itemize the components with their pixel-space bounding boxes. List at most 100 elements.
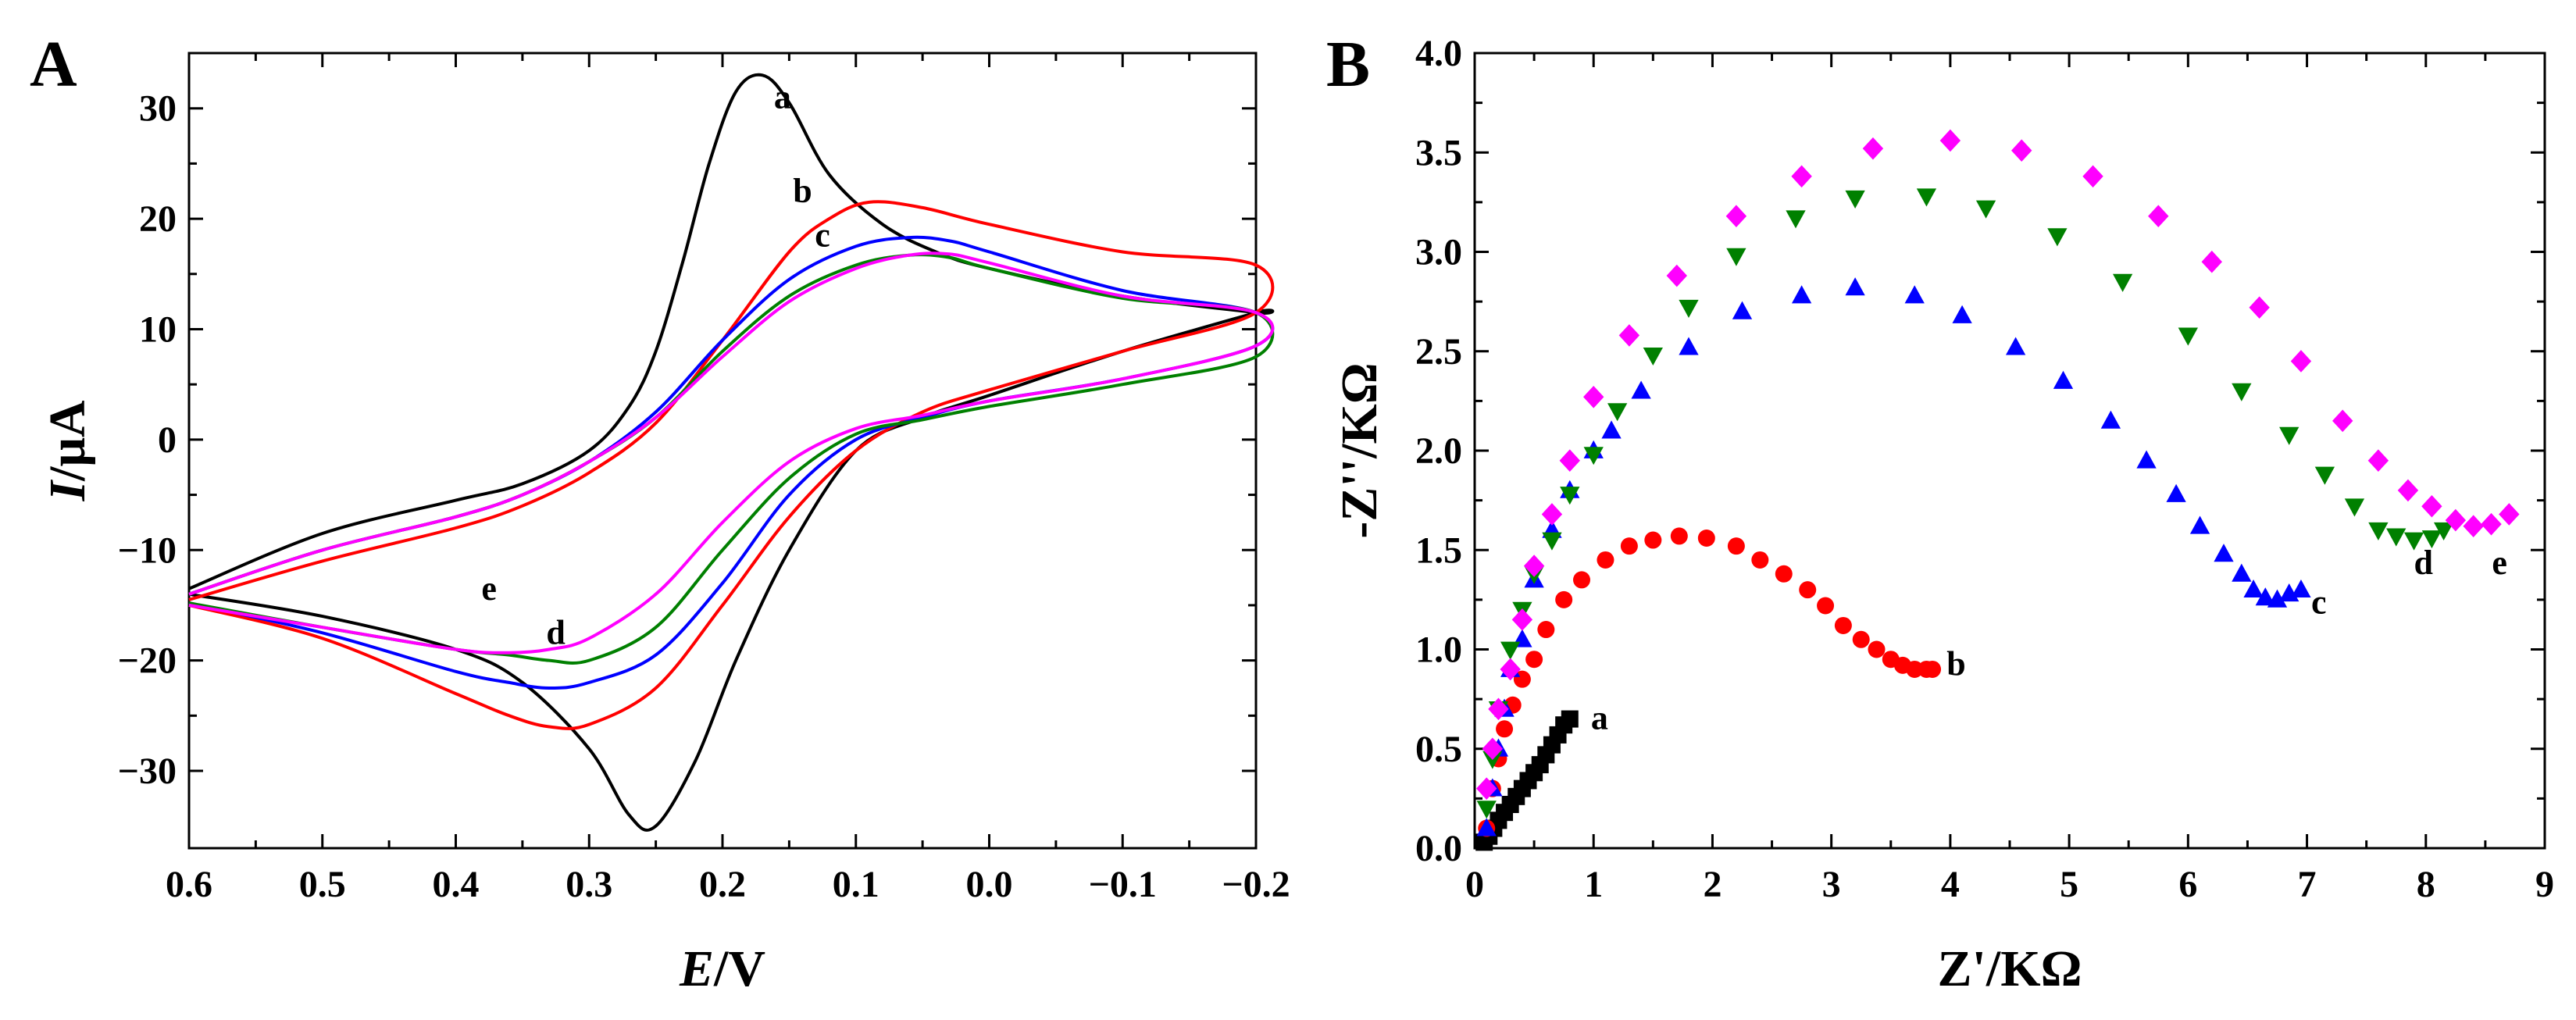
data-point-e <box>2499 503 2520 526</box>
x-tick-label-b: 5 <box>2060 864 2078 905</box>
data-point-d <box>2232 383 2252 401</box>
data-point-d <box>2112 273 2133 292</box>
y-tick-label-a: 10 <box>139 308 177 350</box>
data-point-e <box>2201 250 2222 273</box>
x-tick-label-a: 0.4 <box>433 864 480 905</box>
data-point-c <box>2232 563 2252 582</box>
x-axis-title-a: E/V <box>679 940 765 997</box>
data-point-c <box>1679 337 1699 355</box>
data-point-b <box>1620 537 1638 555</box>
data-point-c <box>1904 285 1925 304</box>
data-point-d <box>1786 210 1806 229</box>
data-point-d <box>1542 532 1562 551</box>
y-tick-label-b: 0.0 <box>1415 828 1462 869</box>
cv-curve-c <box>188 235 1275 690</box>
data-point-c <box>2243 579 2264 598</box>
x-tick-label-a: 0.1 <box>833 864 879 905</box>
data-point-b <box>1852 630 1870 648</box>
data-point-e <box>1482 737 1504 761</box>
data-point-b <box>1670 527 1688 545</box>
x-tick-label-b: 4 <box>1941 864 1960 905</box>
data-point-b <box>1555 590 1573 608</box>
panel-letter-a: A <box>30 28 77 101</box>
cv-curve-d <box>188 253 1275 665</box>
y-tick-label-a: 30 <box>139 88 177 130</box>
series-labels-b: a b c d e <box>1591 544 2507 737</box>
x-tick-label-b: 7 <box>2298 864 2317 905</box>
data-point-e <box>1862 137 1884 160</box>
y-tick-label-b: 3.0 <box>1415 232 1462 273</box>
data-point-c <box>2166 483 2186 502</box>
data-point-d <box>1500 641 1521 660</box>
x-tick-label-b: 2 <box>1703 864 1721 905</box>
data-point-a <box>1561 710 1579 728</box>
data-point-d <box>2279 426 2299 445</box>
data-point-e <box>2445 508 2467 532</box>
data-point-e <box>2148 205 2169 227</box>
x-tick-label-b: 0 <box>1465 864 1484 905</box>
plot-frame-b <box>1473 52 2546 850</box>
data-point-c <box>2136 450 2157 469</box>
data-point-b <box>1751 551 1769 569</box>
data-point-d <box>1845 190 1865 209</box>
data-point-d <box>1726 248 1746 266</box>
y-tick-label-b: 1.5 <box>1415 530 1462 571</box>
data-point-e <box>1791 165 1812 188</box>
data-point-b <box>1597 551 1614 569</box>
data-point-c <box>2100 410 2121 429</box>
data-point-b <box>1644 531 1662 549</box>
x-tick-label-a: 0.2 <box>699 864 746 905</box>
data-point-c <box>2291 579 2311 598</box>
cv-curve-a <box>188 73 1275 832</box>
data-point-b <box>1817 597 1835 615</box>
y-tick-label-a: −30 <box>118 751 177 792</box>
data-point-d <box>2433 522 2454 540</box>
data-point-b <box>1924 660 1942 678</box>
curve-labels-a: a bc d e <box>481 78 830 652</box>
curve-label-b: b <box>793 172 812 210</box>
data-point-e <box>2290 350 2312 373</box>
data-point-e <box>1476 777 1497 800</box>
data-point-e <box>2481 512 2502 536</box>
data-point-b <box>1775 565 1793 583</box>
data-point-c <box>1601 420 1622 439</box>
data-point-e <box>2397 479 2419 502</box>
x-tick-label-b: 9 <box>2535 864 2554 905</box>
x-axis-unit-a: /V <box>713 940 765 997</box>
cv-curves <box>188 73 1275 832</box>
curve-label-c: c <box>815 216 830 254</box>
data-point-e <box>1666 264 1687 287</box>
data-point-e <box>1725 205 1747 227</box>
y-axis-unit-a: /μA <box>39 400 96 482</box>
y-tick-label-a: −10 <box>118 530 177 571</box>
y-tick-label-b: 1.0 <box>1415 629 1462 671</box>
data-point-d <box>1679 299 1699 318</box>
data-point-c <box>1791 285 1812 304</box>
axis-ticks-b: 0 1 2 3 4 5 6 7 8 9 0.0 0.5 1.0 1.5 2.0 2.5 3.0 3.5 4.0 <box>1415 33 2554 905</box>
series-label-a: a <box>1591 698 1608 736</box>
data-point-e <box>1511 608 1533 631</box>
data-point-c <box>1476 818 1497 836</box>
nyquist-points <box>1475 129 2520 851</box>
data-point-b <box>1697 529 1715 547</box>
data-point-d <box>1560 487 1580 505</box>
y-tick-label-b: 3.5 <box>1415 132 1462 173</box>
x-tick-label-b: 1 <box>1584 864 1603 905</box>
x-tick-label-a: 0.3 <box>566 864 612 905</box>
data-point-c <box>1952 305 1972 323</box>
data-point-d <box>2314 466 2335 485</box>
data-point-d <box>2047 228 2068 247</box>
data-point-d <box>1607 403 1628 422</box>
data-point-e <box>1618 324 1640 347</box>
data-point-e <box>1541 503 1563 526</box>
data-point-d <box>2368 522 2389 540</box>
x-tick-label-a: 0.5 <box>299 864 346 905</box>
series-label-d: d <box>2414 544 2432 582</box>
data-point-d <box>2403 532 2424 551</box>
data-point-e <box>2249 296 2270 319</box>
curve-label-e: e <box>481 569 497 608</box>
x-tick-label-a: 0.6 <box>166 864 212 905</box>
data-point-b <box>1537 621 1555 639</box>
axis-ticks-a: 0.6 0.5 0.4 0.3 0.2 0.1 0.0 −0.1 −0.2 30 20 10 0 −10 −… <box>118 53 1290 905</box>
data-point-d <box>1975 200 1996 219</box>
